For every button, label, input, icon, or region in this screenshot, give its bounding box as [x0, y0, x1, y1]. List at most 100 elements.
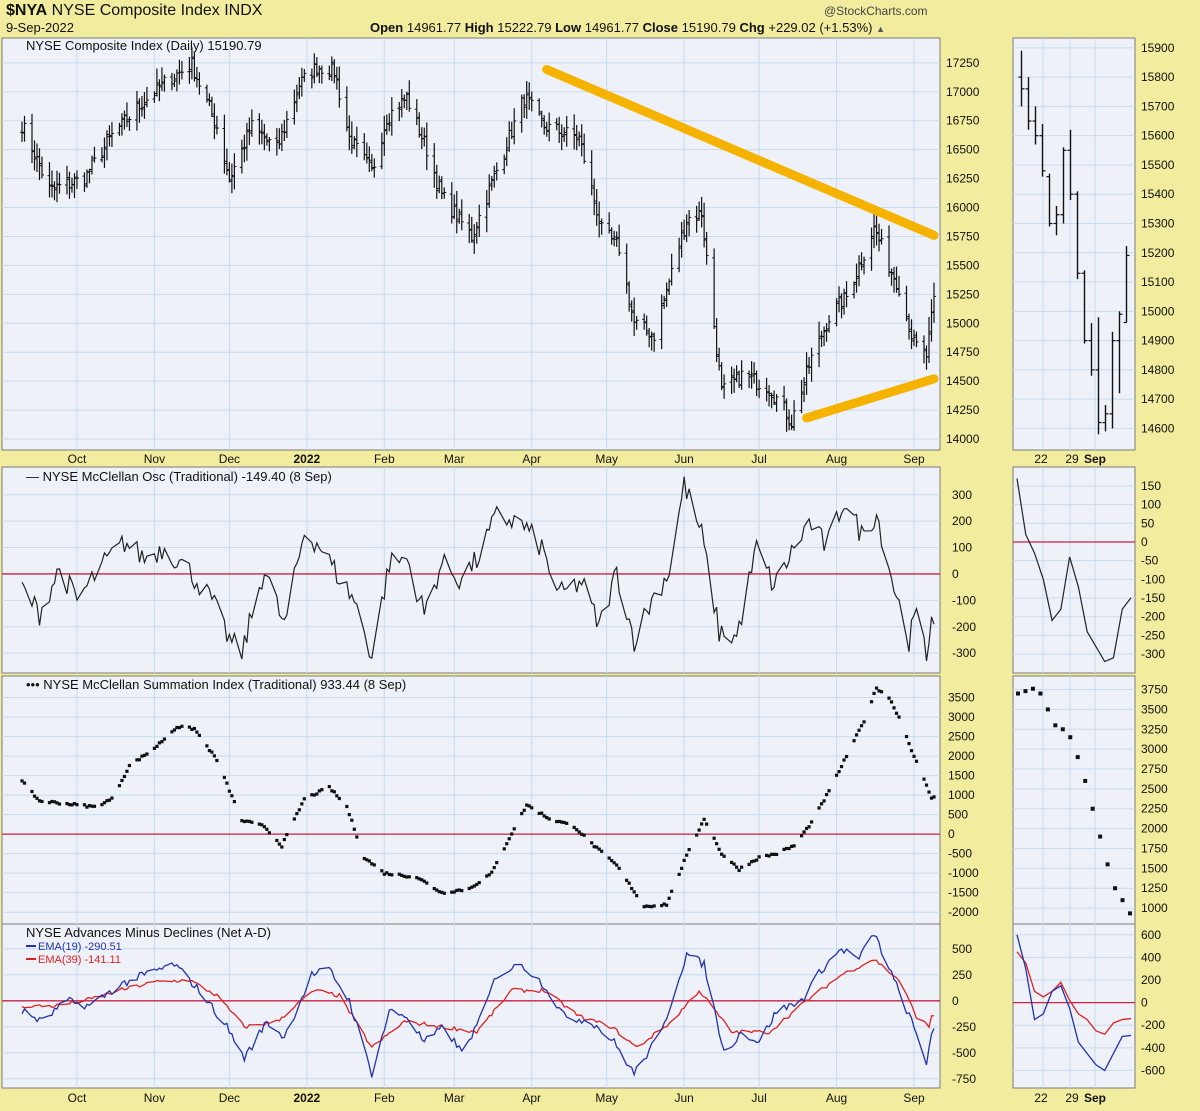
summation-dot [137, 758, 142, 762]
zoom-summation-axis-tick-label: 2000 [1141, 822, 1168, 836]
price-axis-tick-label: 16250 [946, 172, 980, 186]
summation-dot [527, 804, 531, 808]
zoom-ad-axis-tick-label: 600 [1141, 928, 1161, 942]
zoom-ad-axis-tick-label: 400 [1141, 950, 1161, 964]
summation-dot [312, 793, 316, 797]
summation-dot [635, 894, 639, 898]
summation-dot [577, 830, 581, 834]
summation-dot [505, 842, 509, 846]
summation-dot [595, 845, 599, 849]
summation-dot [222, 775, 226, 780]
summation-dot [40, 799, 44, 804]
ohlc-summary: Open 14961.77 High 15222.79 Low 14961.77… [370, 20, 885, 35]
summation-dot [335, 794, 339, 798]
open-label: Open [370, 20, 404, 35]
osc-axis-tick-label: 300 [952, 488, 972, 502]
summation-dot [260, 823, 264, 827]
price-axis-tick-label: 16000 [946, 201, 980, 215]
summation-dot [555, 819, 559, 824]
summation-dot [530, 806, 534, 810]
zoom-osc-axis-tick-label: 50 [1141, 516, 1155, 530]
summation-dot [520, 811, 524, 816]
osc-axis-tick-label: -100 [952, 593, 976, 607]
summation-dot [467, 886, 471, 891]
summation-dot [495, 861, 499, 865]
zoom-summation-dot [1053, 723, 1058, 728]
zoom-summation-axis-tick-label: 3500 [1141, 702, 1168, 716]
summation-dot [292, 817, 296, 821]
zoom-summation-axis-tick-label: 2750 [1141, 762, 1168, 776]
zoom-summation-axis-tick-label: 1750 [1141, 841, 1168, 855]
summation-dot [82, 803, 87, 807]
summation-dot [792, 844, 796, 848]
zoom-osc-axis-tick-label: -200 [1141, 610, 1165, 624]
summation-dot [862, 720, 866, 724]
summation-dot [455, 888, 459, 893]
close-value: 15190.79 [681, 20, 736, 35]
x-axis-label-bottom: Jun [674, 1091, 693, 1105]
summation-dot [32, 794, 37, 798]
summation-axis-tick-label: -500 [948, 847, 972, 861]
summation-dot [510, 832, 514, 836]
summation-dot [402, 874, 406, 878]
summation-dot [472, 884, 476, 888]
summation-dot [645, 904, 649, 908]
summation-dot [844, 754, 849, 759]
zoom-x-axis-label: 22 [1034, 452, 1048, 466]
summation-dot [580, 832, 584, 836]
summation-dot [677, 872, 681, 876]
summation-dot [300, 802, 304, 806]
summation-dot [127, 763, 132, 768]
summation-axis-tick-label: 0 [948, 827, 955, 841]
summation-dot [257, 822, 261, 826]
summation-dot [512, 827, 516, 831]
zoom-price-axis-tick-label: 15800 [1141, 70, 1175, 84]
date-label: 9-Sep-2022 [6, 20, 74, 35]
zoom-osc-axis-tick-label: -300 [1141, 647, 1165, 661]
osc-panel-title: — NYSE McClellan Osc (Traditional) -149.… [26, 469, 332, 484]
summation-dots-group [20, 686, 936, 909]
summation-dot [70, 803, 74, 807]
summation-axis-tick-label: 3000 [948, 710, 975, 724]
low-label: Low [555, 20, 582, 35]
zoom-summation-dot [1060, 727, 1065, 732]
x-axis-label: Dec [219, 452, 240, 466]
x-axis-label: Oct [68, 452, 87, 466]
price-axis-tick-label: 16750 [946, 114, 980, 128]
legend-label: EMA(19) -290.51 [38, 941, 122, 953]
summation-dot [732, 862, 736, 866]
osc-axis-tick-label: -200 [952, 620, 976, 634]
zoom-summation-dot [1045, 707, 1050, 712]
summation-dot [912, 754, 916, 758]
summation-dot [787, 846, 791, 851]
summation-dot [545, 815, 549, 820]
x-axis-label: Nov [144, 452, 165, 466]
x-axis-label: Mar [444, 452, 465, 466]
zoom-summation-dot [1098, 834, 1103, 839]
summation-dot [380, 869, 384, 873]
summation-dot [390, 873, 394, 877]
x-axis-label-bottom: Nov [144, 1091, 165, 1105]
summation-dot [175, 725, 179, 730]
triangle-up-icon[interactable]: ▲ [876, 24, 885, 34]
summation-dot [180, 724, 184, 728]
summation-dot [172, 728, 177, 732]
chg-value: +229.02 (+1.53%) [768, 20, 873, 35]
summation-dot [367, 859, 371, 863]
summation-dot [617, 866, 621, 870]
summation-dot [47, 801, 52, 805]
summation-axis-tick-label: 1500 [948, 769, 975, 783]
main-panel-1 [1, 37, 941, 451]
summation-dot [285, 833, 289, 837]
x-axis-label-bottom: Apr [522, 1091, 541, 1105]
summation-dot [37, 799, 42, 803]
summation-dot [487, 873, 491, 877]
ad-axis-tick-label: -250 [952, 1020, 976, 1034]
summation-dot [542, 814, 546, 818]
summation-dot [355, 835, 359, 839]
summation-dot [625, 878, 629, 882]
x-axis-label-bottom: Dec [219, 1091, 240, 1105]
zoom-summation-axis-tick-label: 2250 [1141, 802, 1168, 816]
summation-dot [210, 750, 214, 754]
